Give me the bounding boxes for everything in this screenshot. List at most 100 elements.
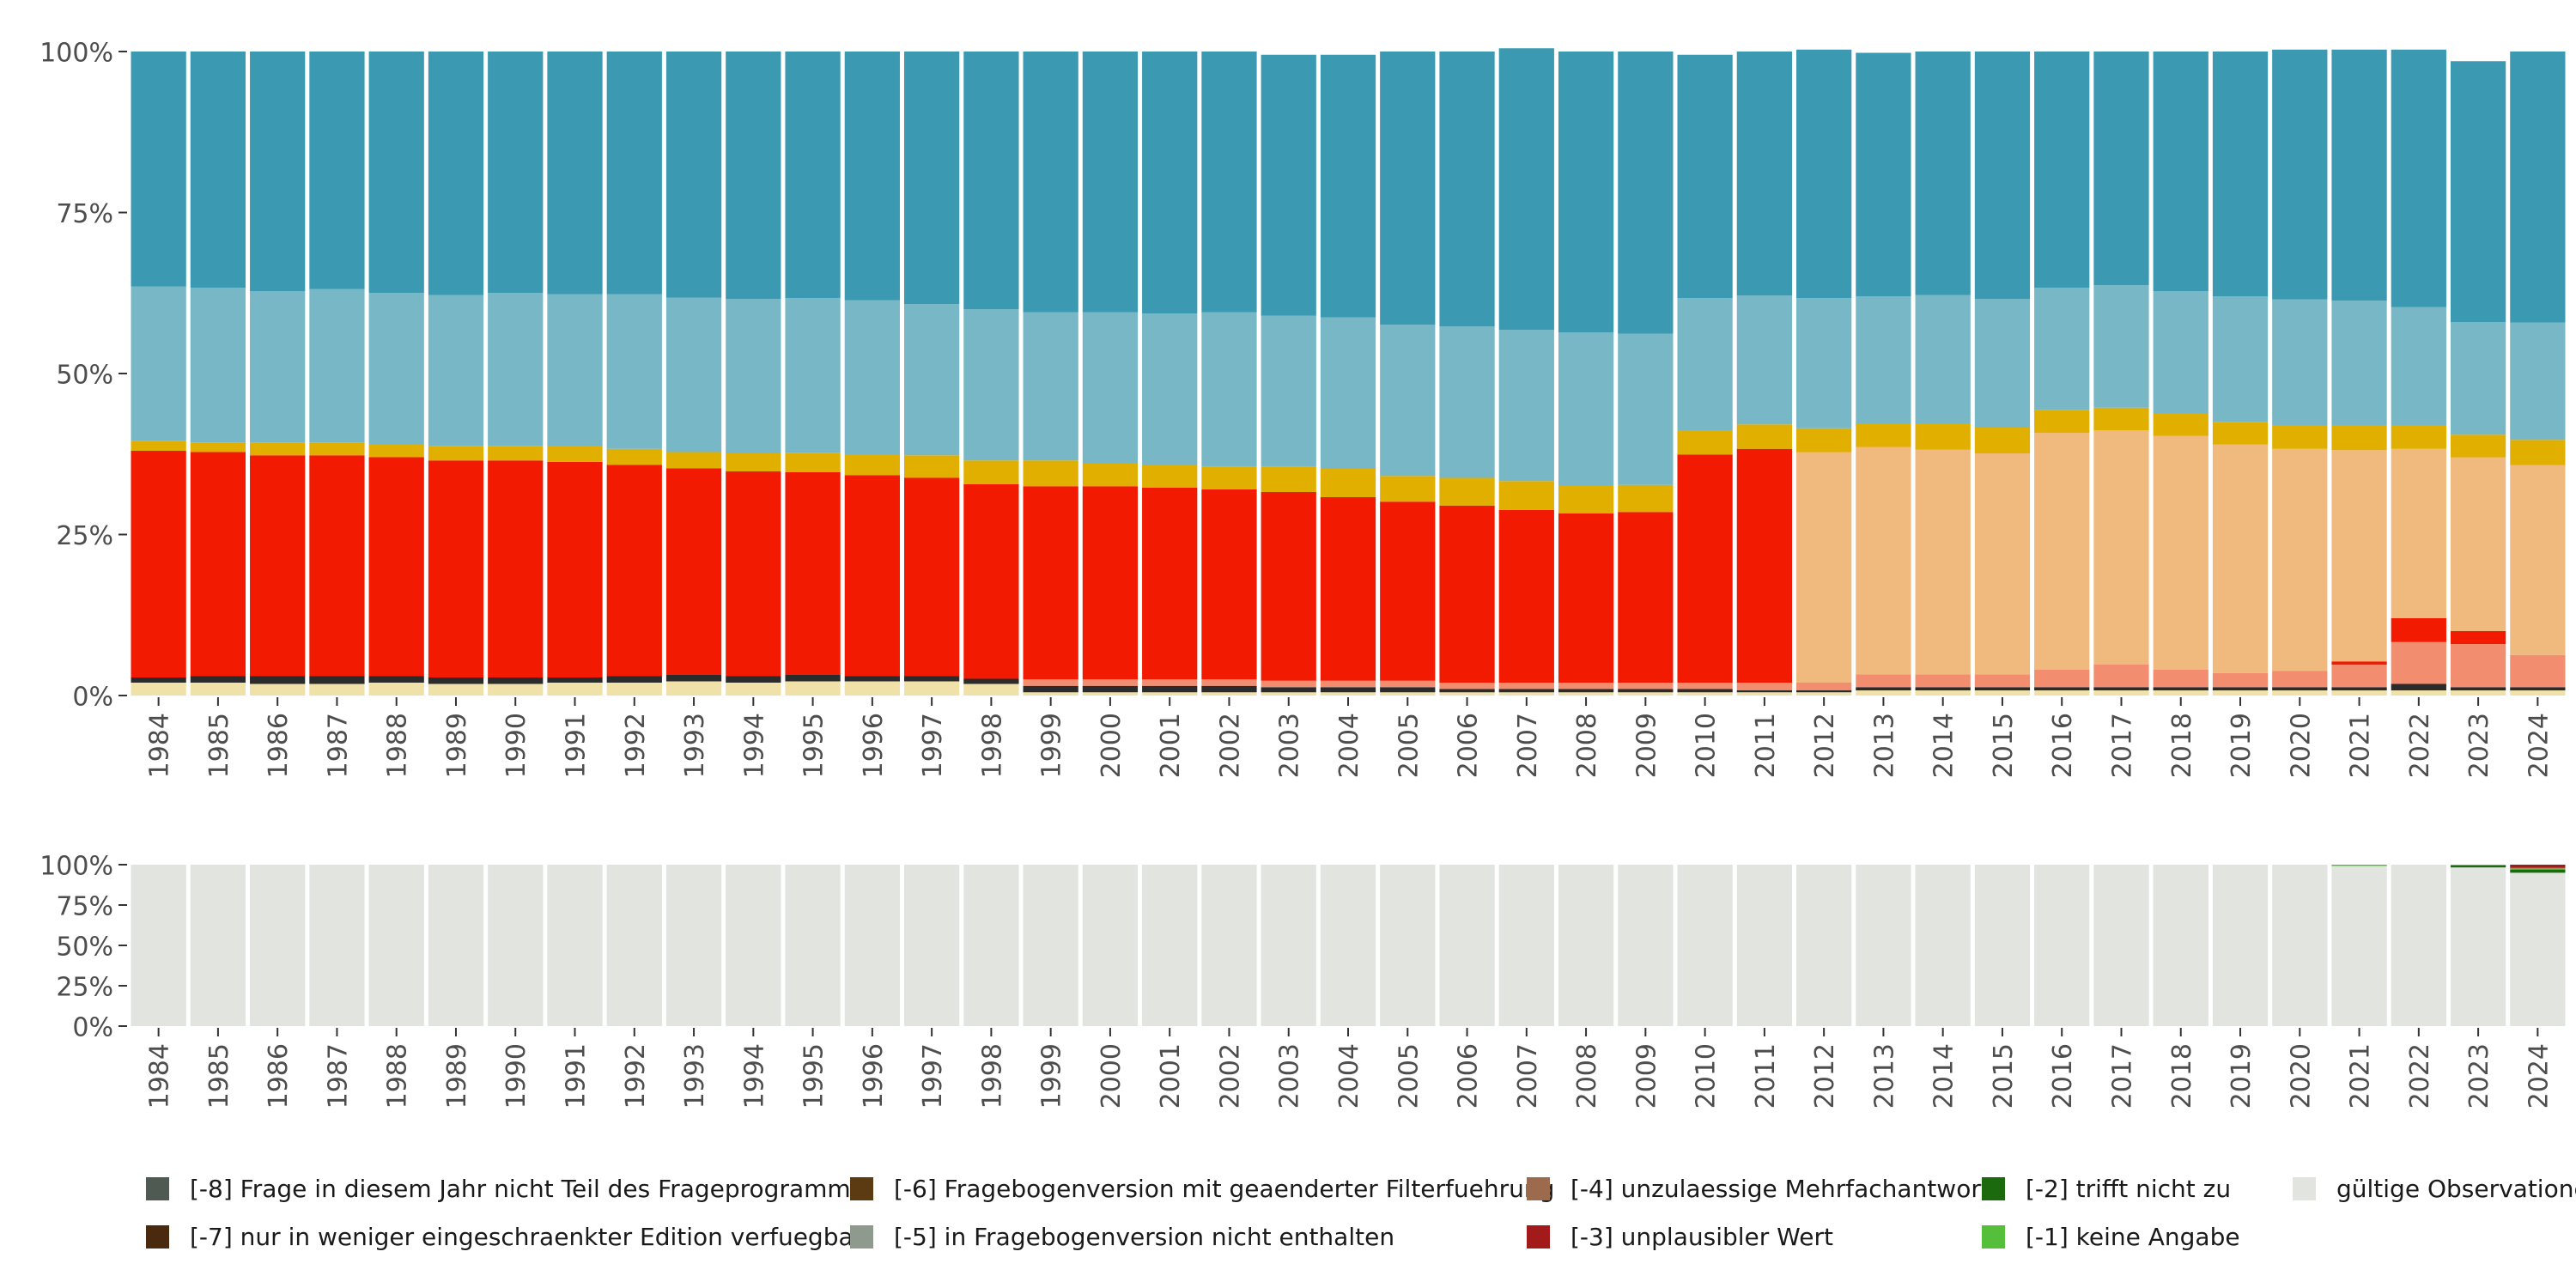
legend-item: gültige Observationen [2293, 1175, 2576, 1203]
bar-segment [488, 52, 544, 294]
bar-segment [1439, 689, 1495, 693]
bar-segment [963, 52, 1019, 309]
bar-segment [2450, 61, 2506, 322]
x-tick-label: 2003 [1275, 1043, 1305, 1109]
bar-segment [2034, 687, 2090, 690]
bar-segment [1142, 865, 1198, 1026]
bar-segment [785, 675, 841, 682]
bar-segment [547, 52, 603, 295]
bar-segment [2272, 865, 2328, 1026]
bar-segment [2391, 865, 2446, 1026]
legend-swatch [1982, 1225, 2005, 1249]
bar-segment [1498, 683, 1554, 690]
x-tick-label: 2010 [1692, 1043, 1722, 1109]
bar-segment [428, 677, 484, 684]
y-tick-label: 50% [56, 933, 113, 963]
x-tick-label: 2008 [1572, 1043, 1602, 1109]
bar-segment [844, 681, 900, 696]
x-tick-label: 1992 [621, 713, 651, 778]
bar-segment [428, 865, 484, 1026]
bar-segment [903, 676, 960, 682]
legend-item: [-2] trifft nicht zu [1982, 1175, 2231, 1203]
x-tick-label: 2002 [1215, 1043, 1245, 1109]
bar-segment [1618, 333, 1674, 485]
top-y-axis: 0% 25% 50% 75% 100% [39, 39, 127, 713]
bar-segment [1082, 312, 1139, 464]
bar-segment [2272, 448, 2328, 671]
bar-segment [726, 683, 781, 696]
bar-segment [368, 683, 424, 696]
bar-segment [785, 865, 841, 1026]
bar-segment [665, 452, 722, 469]
y-tick-label: 25% [56, 521, 113, 551]
x-tick-label: 2024 [2524, 1043, 2554, 1109]
bar-segment [1201, 52, 1257, 313]
bar-segment [547, 294, 603, 446]
x-tick-label: 1998 [977, 713, 1007, 778]
bar-segment [2391, 618, 2446, 642]
bar-segment [1082, 685, 1139, 693]
legend-label: [-6] Fragebogenversion mit geaenderter F… [894, 1175, 1555, 1203]
bar-segment [2153, 670, 2208, 688]
bar-segment [428, 52, 484, 295]
x-tick-label: 1999 [1037, 713, 1067, 778]
bar-segment [606, 52, 662, 295]
bottom-panel [131, 865, 2566, 1026]
bar-segment [488, 293, 544, 447]
bar-segment [1201, 312, 1257, 467]
bar-segment [1796, 49, 1852, 299]
x-tick-label: 2023 [2464, 1043, 2494, 1109]
bar-segment [2391, 641, 2446, 684]
x-tick-label: 2016 [2048, 713, 2078, 778]
bar-segment [2510, 867, 2566, 870]
x-tick-label: 2020 [2286, 713, 2316, 778]
bar-segment [2093, 407, 2149, 430]
bar-segment [1915, 687, 1971, 690]
bar-segment [1439, 477, 1495, 506]
bar-segment [1023, 692, 1078, 696]
bar-segment [1558, 52, 1614, 332]
x-tick-label: 1986 [264, 1043, 294, 1109]
bar-segment [190, 676, 246, 683]
bar-segment [785, 681, 841, 696]
bar-segment [1974, 428, 2031, 453]
bar-segment [1201, 692, 1257, 696]
y-tick-label: 0% [72, 1013, 113, 1043]
bar-segment [131, 451, 186, 677]
bar-segment [903, 455, 960, 478]
bar-segment [2034, 52, 2090, 289]
bar-segment [547, 446, 603, 462]
bar-segment [368, 457, 424, 677]
bar-segment [488, 446, 544, 461]
bar-segment [1618, 484, 1674, 513]
bar-segment [1380, 680, 1436, 688]
bar-segment [428, 295, 484, 447]
bar-segment [1856, 447, 1911, 675]
x-tick-label: 2018 [2167, 1043, 2197, 1109]
bar-segment [1915, 690, 1971, 696]
x-tick-label: 1997 [918, 713, 948, 778]
bar-segment [2331, 866, 2387, 1026]
bar-segment [2450, 457, 2506, 631]
bar-segment [547, 865, 603, 1026]
x-tick-label: 2008 [1572, 713, 1602, 778]
x-tick-label: 2013 [1869, 1043, 1899, 1109]
x-tick-label: 2014 [1929, 1043, 1959, 1109]
bar-segment [1320, 317, 1376, 469]
x-tick-label: 2022 [2405, 1043, 2435, 1109]
legend-label: gültige Observationen [2336, 1175, 2576, 1203]
bar-segment [2034, 433, 2090, 670]
bar-segment [903, 865, 960, 1026]
x-tick-label: 2016 [2048, 1043, 2078, 1109]
bar-segment [1142, 679, 1198, 686]
bar-segment [1439, 865, 1495, 1026]
x-tick-label: 1993 [680, 713, 710, 778]
bar-segment [2212, 690, 2269, 696]
bar-segment [190, 865, 246, 1026]
bar-segment [1261, 492, 1316, 681]
bar-segment [1677, 865, 1733, 1026]
bar-segment [1736, 865, 1793, 1026]
x-tick-label: 1994 [739, 1043, 769, 1109]
y-tick-label: 75% [56, 892, 113, 922]
bar-segment [1439, 52, 1495, 327]
